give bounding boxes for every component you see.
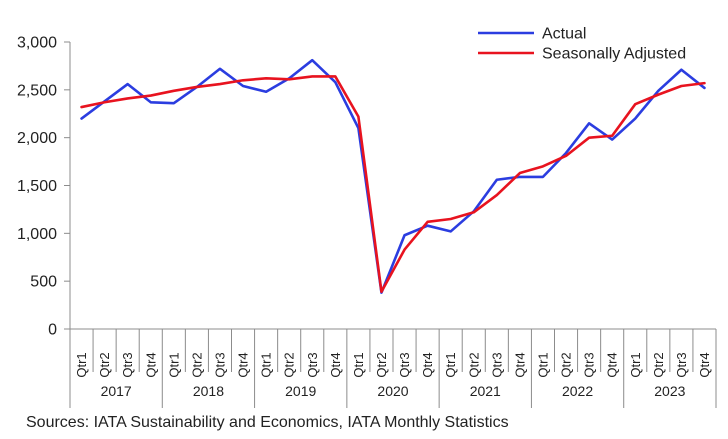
x-tick-label: Qtr3 <box>120 352 135 377</box>
x-tick-label: Qtr2 <box>374 352 389 377</box>
x-tick-label: Qtr3 <box>582 352 597 377</box>
x-tick-label: Qtr3 <box>305 352 320 377</box>
year-label: 2023 <box>654 383 685 399</box>
year-label: 2018 <box>193 383 224 399</box>
x-tick-label: Qtr1 <box>628 352 643 377</box>
y-tick-label: 2,000 <box>17 130 57 147</box>
legend: Actual Seasonally Adjusted <box>478 26 686 63</box>
x-tick-label: Qtr4 <box>512 352 527 377</box>
year-label: 2020 <box>377 383 408 399</box>
y-tick-label: 1,000 <box>17 226 57 243</box>
x-tick-label: Qtr1 <box>535 352 550 377</box>
x-tick-label: Qtr1 <box>259 352 274 377</box>
x-tick-label: Qtr1 <box>74 352 89 377</box>
x-tick-label: Qtr4 <box>697 352 712 377</box>
year-label: 2022 <box>562 383 593 399</box>
line-chart: 0 500 1,000 1,500 2,000 2,500 3,000 Qtr1 Qtr2 Qtr… <box>17 26 717 408</box>
legend-label: Actual <box>542 26 586 43</box>
y-tick-label: 2,500 <box>17 82 57 99</box>
x-tick-label: Qtr1 <box>166 352 181 377</box>
x-tick-label: Qtr3 <box>674 352 689 377</box>
year-label: 2019 <box>285 383 316 399</box>
x-tick-label: Qtr3 <box>489 352 504 377</box>
series-line-actual <box>80 58 706 294</box>
x-tick-label: Qtr4 <box>605 352 620 377</box>
x-tick-label: Qtr2 <box>559 352 574 377</box>
tick-labels: 0 500 1,000 1,500 2,000 2,500 3,000 Qtr1 Qtr2 Qtr… <box>17 35 712 400</box>
x-tick-label: Qtr4 <box>143 352 158 377</box>
x-tick-label: Qtr3 <box>212 352 227 377</box>
year-label: 2021 <box>470 383 501 399</box>
y-tick-label: 3,000 <box>17 35 57 52</box>
series-line-seasonally-adjusted <box>80 75 706 293</box>
series-lines <box>80 58 706 294</box>
x-tick-label: Qtr4 <box>328 352 343 377</box>
legend-label: Seasonally Adjusted <box>542 46 686 63</box>
x-tick-label: Qtr4 <box>236 352 251 377</box>
x-tick-label: Qtr3 <box>397 352 412 377</box>
x-tick-label: Qtr1 <box>351 352 366 377</box>
x-tick-label: Qtr4 <box>420 352 435 377</box>
y-tick-label: 0 <box>48 322 57 339</box>
source-note: Sources: IATA Sustainability and Economi… <box>26 414 509 431</box>
axes <box>64 41 717 408</box>
y-tick-label: 1,500 <box>17 178 57 195</box>
x-tick-label: Qtr2 <box>97 352 112 377</box>
x-tick-label: Qtr2 <box>282 352 297 377</box>
x-tick-label: Qtr1 <box>443 352 458 377</box>
y-tick-label: 500 <box>30 274 57 291</box>
x-tick-label: Qtr2 <box>466 352 481 377</box>
x-tick-label: Qtr2 <box>189 352 204 377</box>
year-label: 2017 <box>101 383 132 399</box>
x-tick-label: Qtr2 <box>651 352 666 377</box>
